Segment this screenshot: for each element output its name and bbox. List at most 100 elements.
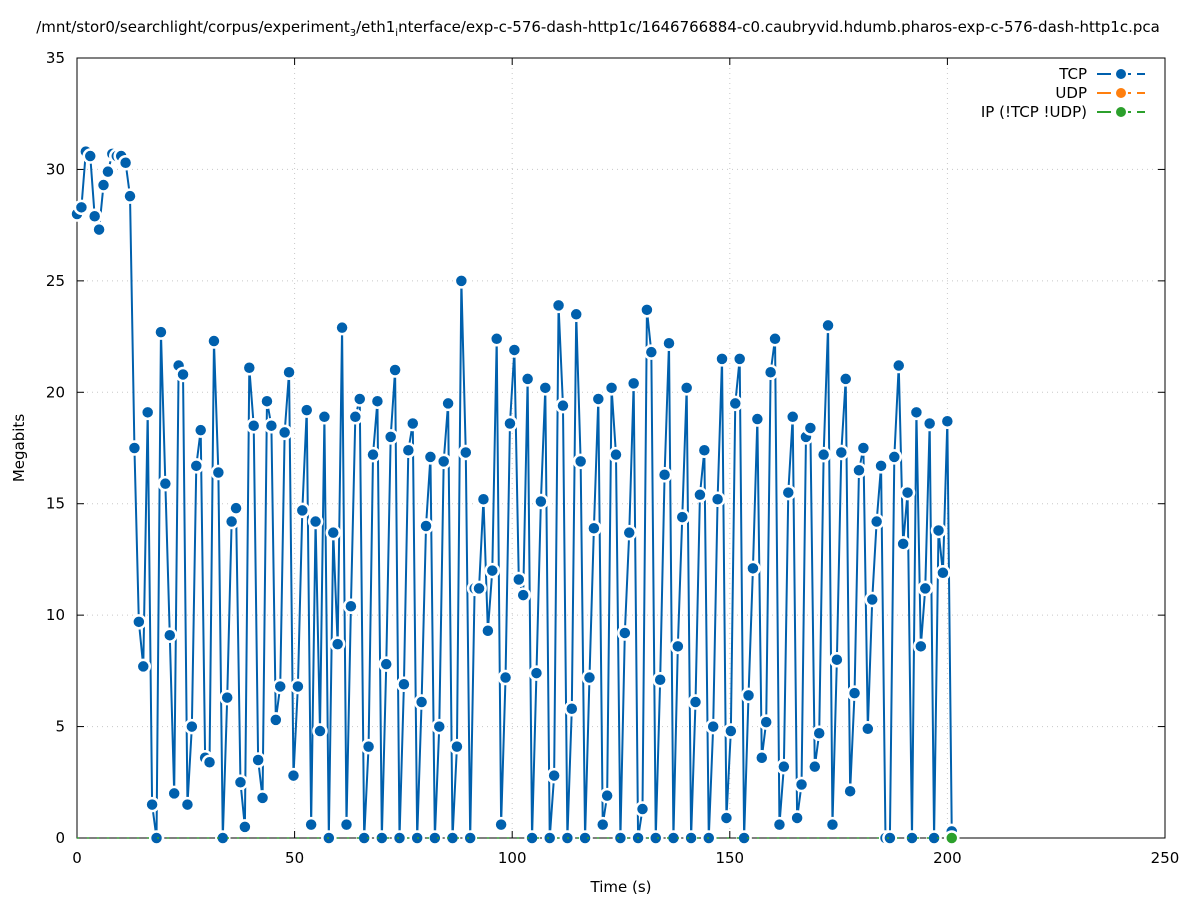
tcp-point xyxy=(665,830,682,846)
tcp-point xyxy=(475,491,492,508)
tcp-point xyxy=(162,627,178,643)
tcp-point xyxy=(135,658,152,675)
tcp-point xyxy=(617,625,633,641)
tcp-point xyxy=(594,816,611,833)
tcp-point xyxy=(696,442,713,458)
tcp-point xyxy=(586,520,602,536)
x-tick-label: 200 xyxy=(933,849,962,867)
tcp-point xyxy=(458,444,474,461)
tcp-point xyxy=(692,487,708,503)
tcp-point xyxy=(369,393,386,409)
tcp-point xyxy=(312,723,328,739)
tcp-point xyxy=(771,816,788,833)
tcp-point xyxy=(480,622,496,639)
tcp-point xyxy=(648,830,664,846)
tcp-point xyxy=(749,411,766,427)
tcp-point xyxy=(435,453,452,470)
tcp-point xyxy=(506,342,523,358)
tcp-point xyxy=(100,163,116,180)
tcp-point xyxy=(815,446,832,463)
tcp-point xyxy=(577,830,593,846)
tcp-point xyxy=(201,754,218,770)
tcp-point xyxy=(453,273,470,289)
y-axis-label: Megabits xyxy=(10,414,28,482)
tcp-point xyxy=(511,571,527,588)
tcp-point xyxy=(731,351,748,367)
legend-marker xyxy=(1114,86,1128,100)
tcp-point xyxy=(846,685,863,701)
y-tick-label: 5 xyxy=(55,718,65,736)
tcp-point xyxy=(462,830,478,846)
tcp-point xyxy=(334,319,350,336)
tcp-point xyxy=(855,440,872,456)
tcp-point xyxy=(307,513,324,530)
tcp-point xyxy=(935,565,951,581)
legend-label: TCP xyxy=(1058,65,1087,83)
tcp-point xyxy=(784,409,801,425)
legend-item-ip: IP (!TCP !UDP) xyxy=(981,103,1145,121)
x-tick-label: 0 xyxy=(72,849,82,867)
tcp-point xyxy=(126,440,143,456)
legend-label: IP (!TCP !UDP) xyxy=(981,103,1087,121)
tcp-point xyxy=(144,796,160,813)
tcp-point xyxy=(192,422,209,438)
tcp-point xyxy=(166,785,182,802)
tcp-point xyxy=(546,767,562,784)
tcp-point xyxy=(232,774,249,791)
tcp-point xyxy=(82,148,99,164)
tcp-point xyxy=(842,783,858,799)
tcp-point xyxy=(250,752,266,768)
tcp-point xyxy=(537,380,554,396)
tcp-point xyxy=(608,446,624,463)
tcp-point xyxy=(215,830,231,846)
tcp-point xyxy=(316,409,333,425)
tcp-point xyxy=(294,502,311,519)
tcp-point xyxy=(272,678,288,695)
tcp-point xyxy=(184,718,200,735)
tcp-point xyxy=(917,580,933,597)
tcp-point xyxy=(175,366,191,383)
tcp-point xyxy=(86,208,103,224)
tcp-point xyxy=(612,830,629,846)
tcp-point xyxy=(930,522,947,539)
tcp-point xyxy=(493,816,509,833)
tcp-point xyxy=(603,380,620,396)
legend-marker xyxy=(1114,67,1128,81)
tcp-point xyxy=(210,464,227,481)
tcp-point xyxy=(541,830,558,846)
tcp-point xyxy=(807,758,823,775)
tcp-point xyxy=(745,560,761,577)
tcp-point xyxy=(634,801,651,817)
tcp-point xyxy=(285,767,302,784)
tcp-point xyxy=(709,491,726,508)
tcp-point xyxy=(91,221,107,238)
x-tick-label: 100 xyxy=(498,849,527,867)
tcp-point xyxy=(674,509,691,525)
tcp-point xyxy=(882,830,898,846)
tcp-point xyxy=(528,665,545,681)
tcp-point xyxy=(413,694,430,710)
tcp-point xyxy=(727,395,744,412)
tcp-point xyxy=(762,364,779,380)
tcp-point xyxy=(621,524,637,541)
tcp-point xyxy=(639,302,655,318)
series xyxy=(69,143,960,846)
tcp-point xyxy=(206,333,222,349)
tcp-point xyxy=(153,324,169,340)
tcp-point xyxy=(223,513,240,530)
tcp-point xyxy=(860,721,876,737)
tcp-point xyxy=(899,484,916,501)
tcp-point xyxy=(378,656,395,672)
legend-item-udp: UDP xyxy=(1055,84,1145,102)
tcp-point xyxy=(347,409,364,425)
tcp-point xyxy=(484,562,501,579)
tcp-point xyxy=(228,500,244,516)
tcp-point xyxy=(568,306,584,323)
tcp-point xyxy=(550,297,567,314)
tcp-point xyxy=(661,335,677,352)
tcp-point xyxy=(723,723,739,739)
tcp-point xyxy=(338,816,355,833)
x-tick-label: 50 xyxy=(285,849,304,867)
tcp-point xyxy=(396,676,412,692)
